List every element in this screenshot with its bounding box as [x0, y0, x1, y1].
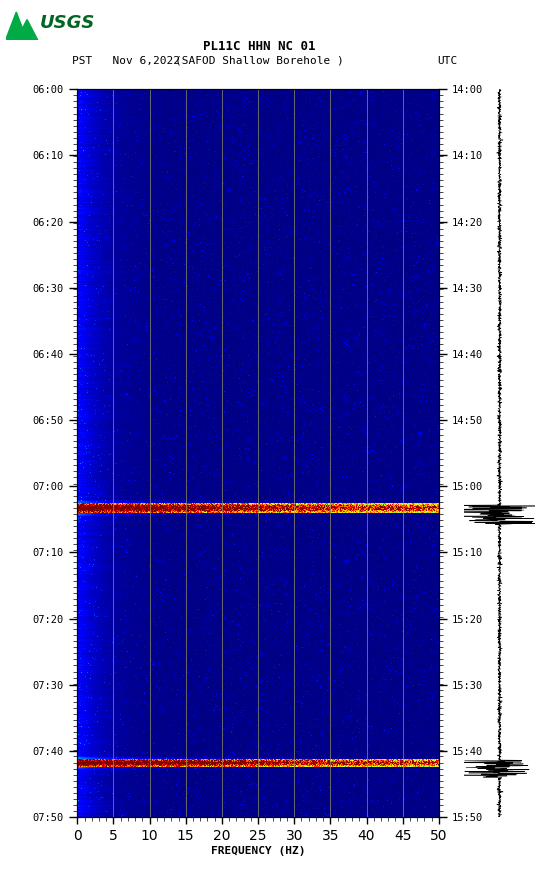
Text: PST   Nov 6,2022: PST Nov 6,2022: [72, 55, 180, 66]
Text: PL11C HHN NC 01: PL11C HHN NC 01: [203, 40, 316, 53]
X-axis label: FREQUENCY (HZ): FREQUENCY (HZ): [211, 846, 305, 855]
Text: (SAFOD Shallow Borehole ): (SAFOD Shallow Borehole ): [175, 55, 344, 66]
Text: UTC: UTC: [437, 55, 457, 66]
Polygon shape: [6, 12, 27, 40]
Polygon shape: [17, 20, 38, 40]
Text: USGS: USGS: [40, 14, 95, 32]
